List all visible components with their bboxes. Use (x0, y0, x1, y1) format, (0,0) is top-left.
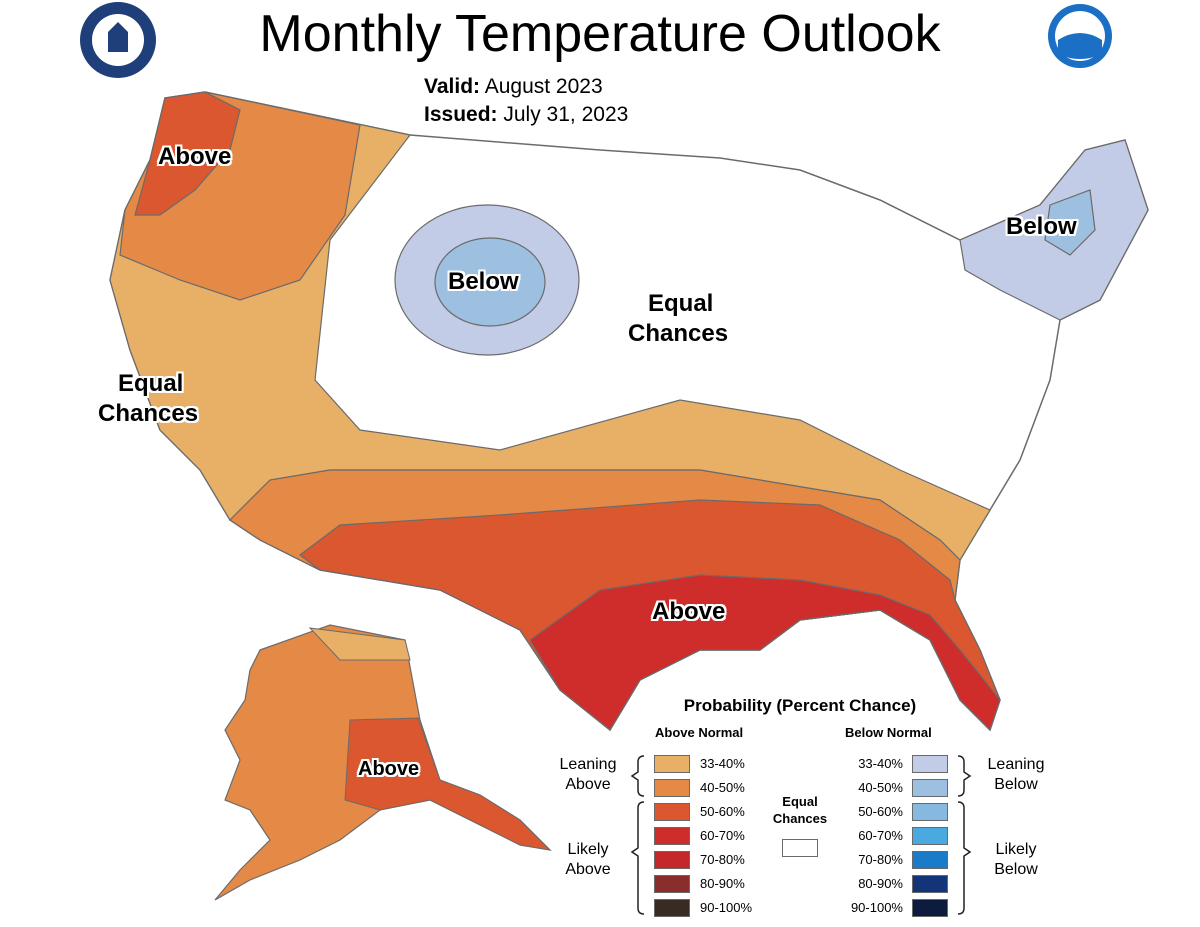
below-range-label: 50-60% (858, 804, 903, 819)
below-color-swatch (912, 803, 948, 821)
likely-below-word-2: Below (994, 861, 1038, 878)
issued-value: July 31, 2023 (503, 103, 629, 126)
ca-chances-label: Chances (98, 400, 199, 427)
ne-below-40 (1044, 189, 1096, 256)
leaning-below-word-2: Below (994, 776, 1038, 793)
above-range-label: 50-60% (700, 804, 745, 819)
page-title: Monthly Temperature Outlook (259, 5, 941, 63)
likely-above-group: Likely Above (548, 840, 628, 880)
below-color-swatch (912, 755, 948, 773)
below-color-swatch (912, 875, 948, 893)
alaska-lean-above (308, 627, 411, 661)
below-normal-header: Below Normal (845, 725, 932, 740)
ca-equal-label: Equal (118, 370, 184, 397)
valid-value: August 2023 (484, 75, 603, 98)
above-color-swatch (654, 779, 690, 797)
issued-line: Issued: July 31, 2023 (424, 102, 628, 128)
nw-above-50 (134, 91, 241, 216)
above-range-label: 60-70% (700, 828, 745, 843)
commerce-seal-icon (80, 2, 156, 78)
above-color-swatch (654, 827, 690, 845)
nw-above-label: Above (158, 143, 232, 170)
plains-below-40 (434, 237, 546, 327)
leaning-above-group: Leaning Above (548, 755, 628, 795)
below-range-label: 80-90% (858, 876, 903, 891)
alaska-above-label: Above (358, 758, 420, 780)
above-color-swatch (654, 899, 690, 917)
likely-below-word-1: Likely (995, 841, 1037, 858)
likely-above-word-1: Likely (567, 841, 609, 858)
above-normal-header: Above Normal (655, 725, 744, 740)
mid-chances-label: Chances (628, 320, 729, 347)
above-color-swatch (654, 755, 690, 773)
below-color-swatch (912, 851, 948, 869)
below-range-label: 90-100% (850, 900, 903, 915)
gulf-above-60 (529, 574, 1001, 732)
valid-label: Valid: (424, 75, 481, 98)
below-range-label: 60-70% (858, 828, 903, 843)
above-range-label: 90-100% (700, 900, 753, 915)
issued-label: Issued: (424, 103, 498, 126)
below-color-swatch (912, 779, 948, 797)
equal-chances-label: Equal Chances (762, 793, 838, 827)
below-color-swatch (912, 899, 948, 917)
legend-brackets (630, 755, 972, 915)
below-color-swatch (912, 827, 948, 845)
below-range-label: 40-50% (858, 780, 903, 795)
likely-below-group: Likely Below (976, 840, 1056, 880)
equal-chances-swatch (782, 839, 818, 857)
above-range-label: 70-80% (700, 852, 745, 867)
leaning-above-word-2: Above (565, 776, 611, 793)
leaning-below-group: Leaning Below (976, 755, 1056, 795)
above-range-label: 33-40% (700, 756, 745, 771)
above-range-label: 40-50% (700, 780, 745, 795)
above-color-swatch (654, 851, 690, 869)
noaa-logo-icon (1048, 4, 1112, 68)
below-range-label: 70-80% (858, 852, 903, 867)
below-range-label: 33-40% (858, 756, 903, 771)
leaning-above-word-1: Leaning (559, 756, 617, 773)
above-color-swatch (654, 875, 690, 893)
above-range-label: 80-90% (700, 876, 745, 891)
mid-equal-label: Equal (648, 290, 714, 317)
above-color-swatch (654, 803, 690, 821)
likely-above-word-2: Above (565, 861, 611, 878)
legend-title: Probability (Percent Chance) (683, 696, 917, 715)
chances-word: Chances (772, 811, 828, 826)
valid-line: Valid: August 2023 (424, 74, 603, 100)
equal-word: Equal (782, 794, 818, 809)
ne-below-label: Below (1006, 213, 1077, 240)
alaska-above-50 (344, 717, 552, 851)
plains-below-label: Below (448, 268, 519, 295)
leaning-below-word-1: Leaning (987, 756, 1045, 773)
south-above-label: Above (652, 598, 726, 625)
